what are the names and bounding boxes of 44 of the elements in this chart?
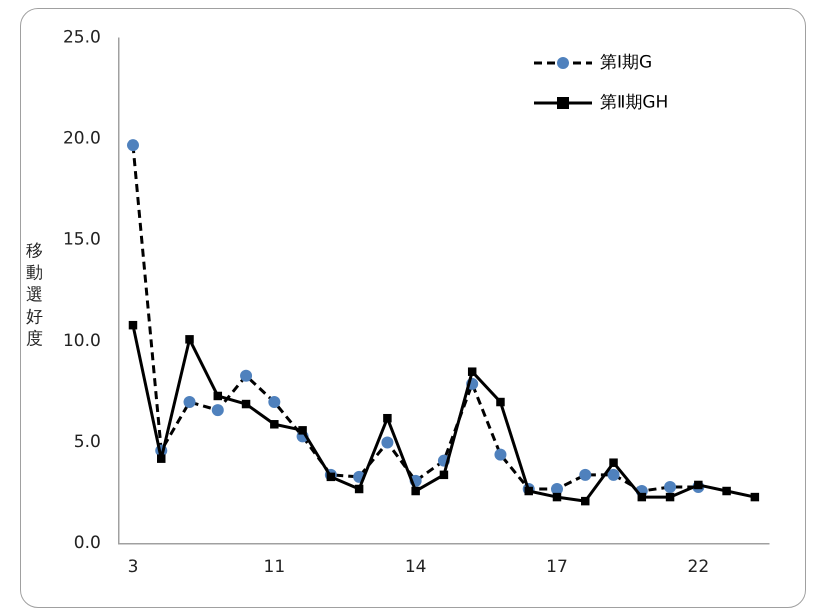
point (268, 396, 280, 408)
point (381, 436, 394, 448)
point (494, 448, 506, 461)
point (411, 486, 420, 496)
y-tick-label: 20.0 (62, 128, 101, 149)
point (579, 468, 592, 481)
point (552, 492, 562, 502)
point (157, 454, 166, 463)
point (638, 492, 646, 502)
point (128, 320, 138, 330)
point (750, 492, 760, 502)
point (240, 370, 252, 382)
x-tick-label: 22 (688, 557, 710, 578)
point (214, 392, 222, 400)
legend-label: 第Ⅱ期GH (600, 92, 668, 112)
point (664, 480, 676, 493)
point (440, 470, 448, 480)
point (212, 404, 224, 416)
x-tick-label: 11 (264, 557, 286, 578)
point (666, 492, 674, 502)
point (184, 396, 196, 408)
point (608, 468, 620, 481)
point (270, 420, 279, 429)
point (126, 139, 139, 152)
x-tick-label: 3 (128, 557, 138, 578)
y-tick-label: 10.0 (62, 330, 101, 351)
point (468, 367, 476, 376)
y-tick-label: 15.0 (62, 230, 101, 250)
point (242, 400, 250, 408)
point (496, 398, 505, 406)
y-tick-label: 5.0 (74, 432, 101, 452)
point (185, 335, 194, 344)
point (581, 496, 590, 506)
x-tick-label: 17 (546, 557, 568, 578)
y-axis-title: 移動選好度 (26, 240, 43, 350)
y-tick-label: 25.0 (62, 27, 101, 48)
y-tick-label: 0.0 (74, 533, 101, 554)
point (722, 486, 731, 496)
point (383, 414, 392, 422)
x-tick-label: 14 (404, 557, 426, 578)
point (354, 484, 364, 494)
legend-label: 第Ⅰ期G (600, 52, 652, 72)
point (609, 458, 618, 467)
point (298, 426, 307, 435)
